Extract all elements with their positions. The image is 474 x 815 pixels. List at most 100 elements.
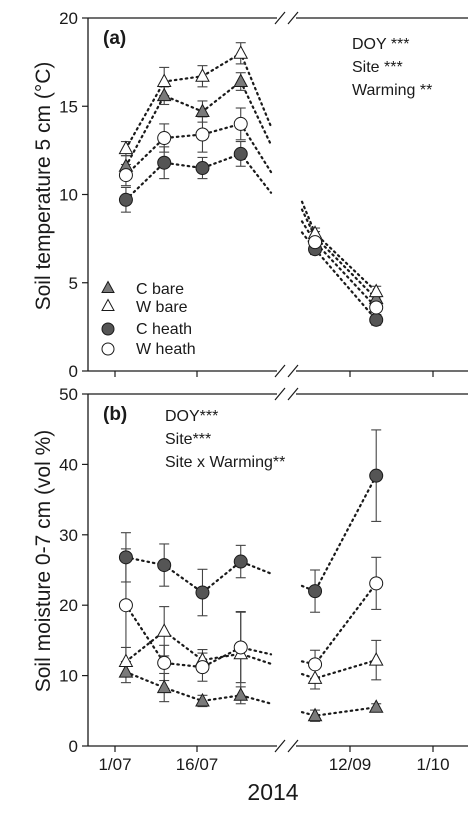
panel-b-y-tick-label: 30: [59, 526, 78, 545]
axis-break-slash: [274, 364, 286, 378]
axis-break-slash: [287, 364, 299, 378]
data-point-w-bare: [118, 653, 134, 668]
data-point-w-heath: [233, 116, 248, 131]
panel-b-error-bars: [120, 429, 382, 722]
panel-b-x-tick-label: 16/07: [176, 755, 219, 774]
panel-b-axis-break: [274, 739, 299, 753]
series-line-c-bare-left: [124, 79, 273, 168]
panel-a-axes: 0 5 10 15 20: [59, 9, 468, 381]
panel-a-stat-site: Site ***: [352, 59, 403, 76]
axis-break-gap: [277, 743, 296, 749]
panel-a-y-tick-label: 15: [59, 97, 78, 116]
series-line-w-bare-left: [124, 629, 273, 665]
data-point-c-heath: [157, 155, 172, 170]
data-point-c-bare: [195, 692, 210, 707]
legend-marker-triangle: [101, 298, 115, 311]
legend-item-w-bare: W bare: [101, 298, 188, 316]
data-point-c-heath: [233, 146, 248, 161]
legend-marker-circle: [101, 342, 115, 356]
panel-a-axis-break: [274, 11, 299, 25]
data-point-c-bare: [156, 87, 172, 102]
panel-a-label: (a): [103, 28, 126, 49]
panel-b-label: (b): [103, 404, 127, 425]
axis-break-gap: [277, 368, 296, 374]
panel-b-x-tick-label: 1/10: [416, 755, 449, 774]
data-point-w-heath: [233, 640, 248, 655]
panel-b-data: [118, 429, 384, 722]
data-point-c-bare: [307, 707, 323, 722]
legend-marker-triangle: [101, 280, 115, 293]
axis-break-slash: [274, 387, 286, 401]
panel-a-stat-warming: Warming **: [352, 82, 432, 99]
legend-item-w-heath: W heath: [101, 341, 196, 358]
panel-b-axis-break: [274, 387, 299, 401]
data-point-w-bare: [307, 670, 323, 684]
data-point-c-bare: [368, 699, 384, 713]
legend-label: W heath: [136, 341, 196, 358]
data-point-c-heath: [369, 312, 384, 327]
panel-b-y-tick-label: 40: [59, 455, 78, 474]
panel-a-ylabel: Soil temperature 5 cm (°C): [32, 62, 55, 311]
data-point-c-bare: [118, 664, 134, 678]
panel-a-stat-doy: DOY ***: [352, 36, 410, 53]
data-point-c-bare: [195, 103, 210, 118]
data-point-w-bare: [118, 140, 134, 155]
panel-b-stat-doy: DOY***: [165, 408, 218, 425]
data-point-w-heath: [308, 235, 323, 250]
data-point-w-bare: [368, 652, 384, 666]
series-line-w-heath-left: [124, 122, 273, 177]
panel-b-axes: 0 10 20 30 40 50 1/07 16/07 12/09 1/10: [59, 385, 468, 774]
axis-break-gap: [277, 391, 296, 397]
data-point-w-bare: [156, 623, 172, 637]
legend: C bare W bare C heath W heath: [101, 280, 196, 358]
data-point-c-bare: [156, 679, 172, 694]
panel-a-data: [118, 42, 384, 327]
axis-break-slash: [287, 11, 299, 25]
legend-label: C bare: [136, 281, 184, 298]
panel-b-stat-site: Site***: [165, 431, 211, 448]
data-point-w-heath: [118, 168, 133, 183]
panel-b-x-tick-label: 1/07: [98, 755, 131, 774]
panel-b-y-tick-label: 20: [59, 596, 78, 615]
data-point-w-heath: [369, 576, 384, 591]
panel-b-stat-interaction: Site x Warming**: [165, 454, 285, 471]
x-axis-title: 2014: [247, 779, 298, 805]
data-point-c-heath: [233, 554, 248, 569]
panel-b-lines: [124, 474, 378, 717]
panel-b-markers: [118, 468, 384, 722]
axis-break-slash: [274, 739, 286, 753]
data-point-c-heath: [308, 584, 323, 599]
data-point-c-heath: [118, 192, 133, 207]
series-line-c-heath-left: [124, 152, 273, 201]
data-point-w-bare: [195, 68, 210, 82]
data-point-c-heath: [195, 585, 210, 600]
data-point-w-heath: [195, 127, 210, 142]
panel-a-y-tick-label: 10: [59, 186, 78, 205]
legend-marker-circle: [101, 322, 115, 336]
axis-break-gap: [277, 15, 296, 21]
series-line-c-bare-left: [124, 670, 273, 705]
panel-a-y-tick-label: 5: [69, 274, 78, 293]
data-point-c-heath: [369, 468, 384, 483]
panel-b-moisture: 0 10 20 30 40 50 1/07 16/07 12/09 1/10 Soil moistu…: [32, 385, 468, 774]
panel-a-temperature: 0 5 10 15 20 Soil temperature 5 cm (°C) (a) DOY…: [32, 9, 468, 381]
legend-label: W bare: [136, 299, 188, 316]
series-line-w-heath-left: [124, 604, 273, 669]
panel-b-y-tick-label: 50: [59, 385, 78, 404]
data-point-w-heath: [369, 300, 384, 315]
panel-a-axis-break: [274, 364, 299, 378]
axis-break-slash: [287, 739, 299, 753]
legend-item-c-heath: C heath: [101, 321, 192, 338]
data-point-c-bare: [233, 73, 249, 88]
data-point-c-bare: [233, 687, 249, 701]
data-point-w-heath: [195, 660, 210, 675]
panel-a-y-tick-label: 0: [69, 362, 78, 381]
axis-break-slash: [287, 387, 299, 401]
panel-a-markers: [118, 45, 384, 327]
data-point-w-heath: [157, 131, 172, 146]
panel-a-y-tick-label: 20: [59, 9, 78, 28]
series-line-c-bare-right: [300, 208, 378, 300]
data-point-c-heath: [118, 550, 133, 565]
axis-break-slash: [274, 11, 286, 25]
data-point-w-heath: [118, 598, 133, 613]
